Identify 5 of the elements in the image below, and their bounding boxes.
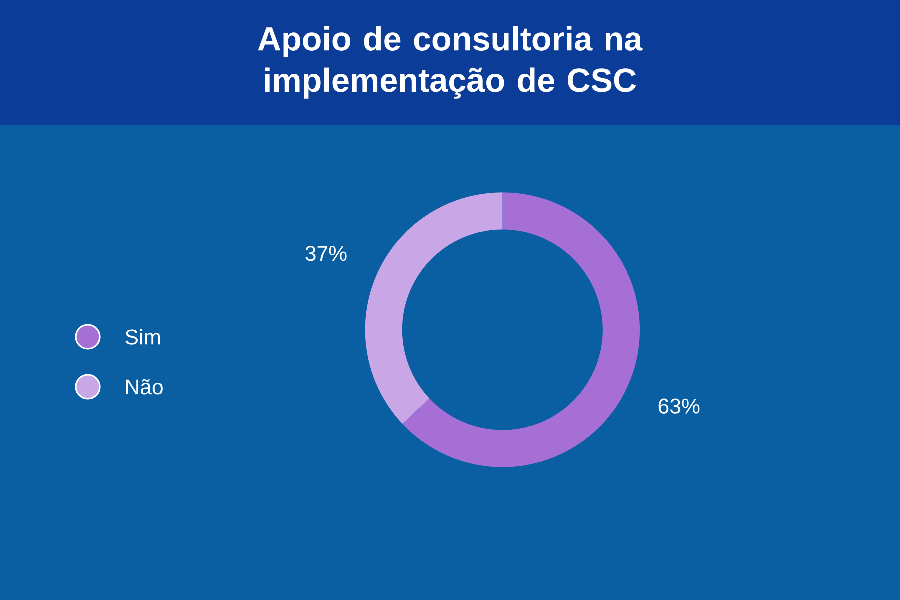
data-label: 63% <box>658 398 700 414</box>
legend-label: Sim <box>126 329 160 345</box>
data-label: 37% <box>306 246 347 262</box>
legend-label: Não <box>126 379 163 395</box>
chart-title: Apoio de consultoria na implementação de CSC <box>258 26 643 99</box>
